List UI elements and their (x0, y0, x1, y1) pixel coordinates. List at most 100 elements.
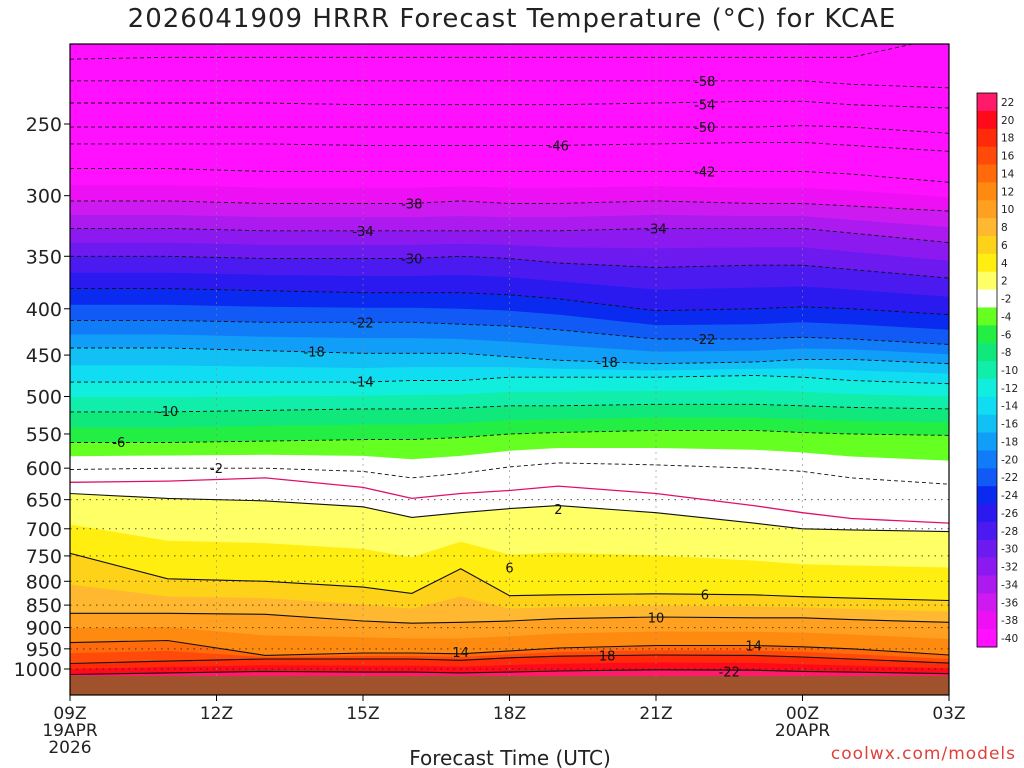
colorbar-swatch (977, 164, 997, 183)
colorbar-swatch (977, 307, 997, 326)
ground-layer (70, 676, 949, 695)
colorbar-swatch (977, 432, 997, 451)
colorbar-swatch (977, 414, 997, 434)
colorbar-label: -38 (1001, 615, 1018, 627)
y-tick-label: 500 (26, 387, 62, 409)
contour-label: -38 (401, 197, 422, 212)
x-tick-date: 19APR (42, 721, 98, 741)
isotherm-line (70, 477, 949, 524)
x-tick-year: 2026 (48, 738, 91, 758)
colorbar-label: -16 (1001, 419, 1018, 431)
ground-fill (70, 676, 949, 695)
contour-label: -34 (352, 225, 373, 240)
colorbar-label: -18 (1001, 436, 1018, 448)
y-tick-label: 900 (26, 618, 62, 640)
y-tick-label: 300 (26, 186, 62, 208)
y-tick-label: 450 (26, 345, 62, 367)
y-tick-label: 350 (26, 246, 62, 268)
isotherm-line (70, 669, 949, 676)
contour-label: -18 (597, 356, 618, 371)
colorbar-swatch (977, 450, 997, 469)
colorbar-swatch (977, 271, 997, 291)
isotherm-line (70, 612, 949, 624)
colorbar-label: -8 (1001, 347, 1011, 359)
credit-text: coolwx.com/models (830, 744, 1016, 764)
colorbar-label: 18 (1001, 133, 1014, 145)
contour-label: 2 (554, 503, 562, 518)
colorbar-label: -10 (1001, 365, 1018, 377)
colorbar-label: -26 (1001, 508, 1018, 520)
colorbar-label: -2 (1001, 294, 1011, 306)
colorbar-swatch (977, 289, 997, 308)
x-tick-label: 15Z (346, 704, 379, 724)
y-tick-label: 250 (26, 114, 62, 136)
contour-label: -22 (719, 666, 740, 681)
isotherm-line (70, 552, 949, 602)
contour-label: -30 (401, 253, 422, 268)
colorbar-label: -40 (1001, 633, 1018, 645)
colorbar-label: 20 (1001, 115, 1014, 127)
y-tick-label: 550 (26, 424, 62, 446)
colorbar-label: -28 (1001, 526, 1018, 538)
colorbar-label: -22 (1001, 472, 1018, 484)
x-tick-label: 00Z (786, 704, 819, 724)
contour-label: -46 (548, 139, 569, 154)
colorbar-label: -14 (1001, 401, 1018, 413)
colorbar-swatch (977, 396, 997, 416)
y-tick-label: 850 (26, 595, 62, 617)
contour-label: -6 (112, 436, 125, 451)
y-tick-label: 750 (26, 546, 62, 568)
colorbar-label: 12 (1001, 186, 1014, 198)
colorbar-swatch (977, 253, 997, 273)
colorbar-swatch (977, 235, 997, 255)
y-tick-label: 650 (26, 490, 62, 512)
colorbar-label: 2 (1001, 276, 1008, 288)
colorbar-swatch (977, 128, 997, 148)
colorbar-swatch (977, 611, 997, 630)
contour-label: 10 (648, 611, 665, 626)
colorbar-swatch (977, 557, 997, 577)
colorbar-swatch (977, 146, 997, 165)
colorbar-frame (976, 92, 998, 648)
y-axis: 2503003504004505005506006507007508008509… (14, 114, 70, 681)
isotherm-contours (70, 44, 949, 676)
colorbar-swatch (977, 575, 997, 594)
colorbar-swatch (977, 504, 997, 523)
colorbar-swatch (977, 93, 997, 112)
colorbar-label: -6 (1001, 329, 1012, 341)
y-tick-label: 1000 (14, 659, 62, 681)
x-axis-label: Forecast Time (UTC) (409, 746, 611, 768)
contour-label: -54 (694, 99, 715, 114)
colorbar-swatch (977, 468, 997, 487)
colorbar-swatch (977, 521, 997, 541)
x-tick-label: 12Z (200, 704, 233, 724)
contour-label: -14 (352, 375, 373, 390)
colorbar-swatch (977, 325, 997, 344)
contour-label: -22 (352, 316, 373, 331)
colorbar-swatch (977, 539, 997, 559)
contour-label: -42 (694, 165, 715, 180)
colorbar-label: -24 (1001, 490, 1018, 502)
colorbar-swatch (977, 110, 997, 130)
contour-label: 18 (599, 649, 616, 664)
contour-label: -58 (694, 75, 715, 90)
y-tick-label: 950 (26, 639, 62, 661)
y-tick-label: 700 (26, 519, 62, 541)
y-tick-label: 600 (26, 458, 62, 480)
chart-title: 2026041909 HRRR Forecast Temperature (°C… (127, 4, 897, 34)
contour-label: -50 (694, 121, 715, 136)
x-tick-label: 09Z (53, 704, 86, 724)
contour-label: -18 (304, 346, 325, 361)
contour-label: -2 (210, 462, 223, 477)
colorbar-swatch (977, 593, 997, 612)
contour-label: 6 (505, 561, 513, 576)
contour-label: 14 (452, 646, 469, 661)
colorbar-label: -36 (1001, 597, 1018, 609)
colorbar-swatch (977, 486, 997, 505)
x-tick-label: 21Z (639, 704, 672, 724)
colorbar-label: 14 (1001, 168, 1015, 180)
isotherm-line (70, 492, 949, 533)
colorbar-swatch (977, 629, 997, 648)
